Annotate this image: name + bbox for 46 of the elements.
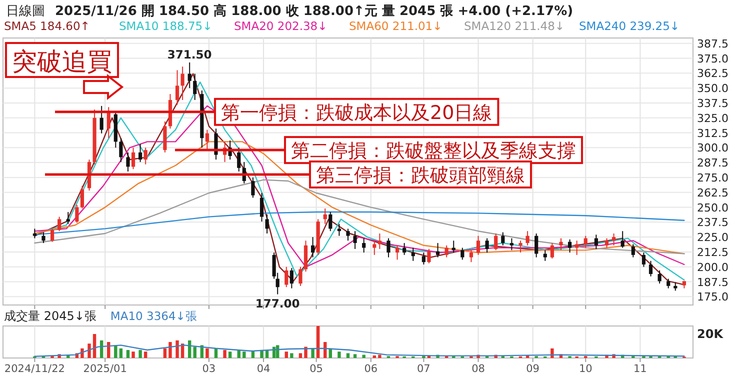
y-tick-label: 187.5 [697,276,728,289]
chart-subtitle: 2025/11/26 開 184.50 高 188.00 收 188.00↑元 量 2045 張 +4.00 (+2.17%) [55,3,574,19]
y-tick-label: 375.0 [697,52,728,66]
chart-title: 成交量 2045↓張 [4,309,96,323]
x-tick-label: 11 [634,363,647,374]
text: 20K [697,327,724,341]
y-tick-label: 287.5 [697,156,728,170]
y-tick-label: 250.0 [697,201,728,214]
y-tick-label: 275.0 [697,171,728,184]
text: SMA240 239.25↓ [579,19,680,33]
y-tick-label: 225.0 [697,231,728,244]
y-tick-label: 337.5 [697,96,728,110]
x-tick-label: 04 [256,363,271,374]
y-tick-label: 175.0 [697,290,728,304]
y-tick-label: 312.5 [697,126,728,140]
chart-title: 日線圖 [6,4,45,19]
annotation: 177.00 [255,296,300,310]
y-tick-label: 262.5 [697,186,728,200]
series-label: MA10 3364↓張 [110,309,198,323]
x-tick-label: 07 [417,363,430,374]
x-tick-label: 10 [578,363,592,374]
x-tick-label: 05 [310,363,324,374]
annotation: 371.50 [167,47,212,62]
x-tick-label: 2024/11/22 [4,363,65,374]
ref-line-label: 第二停損：跌破盤整以及季線支撐 [291,140,576,162]
y-tick-label: 362.5 [697,67,728,80]
y-tick-label: 325.0 [697,112,728,125]
y-tick-label: 300.0 [697,142,728,155]
ref-line-label: 第一停損：跌破成本以及20日線 [221,102,492,124]
x-tick-label: 08 [472,363,485,374]
text: SMA20 202.38↓ [234,19,328,33]
y-tick-label: 350.0 [697,82,728,96]
x-tick-label: 03 [202,363,216,374]
x-tick-label: 2025/01 [83,363,127,374]
text: SMA5 184.60↑ [4,19,90,33]
y-tick-label: 237.5 [697,216,728,230]
y-tick-label: 387.5 [697,37,728,50]
x-tick-label: 06 [364,363,378,374]
text: SMA120 211.48↓ [464,19,565,33]
y-tick-label: 200.0 [697,260,728,274]
text: SMA60 211.01↓ [349,19,442,33]
y-tick-label: 212.5 [697,246,728,259]
ref-line-label: 第三停損：跌破頭部頸線 [316,164,525,186]
x-tick-label: 09 [526,363,540,374]
annotation: 突破追買 [12,47,112,76]
text: SMA10 188.75↓ [119,19,212,33]
